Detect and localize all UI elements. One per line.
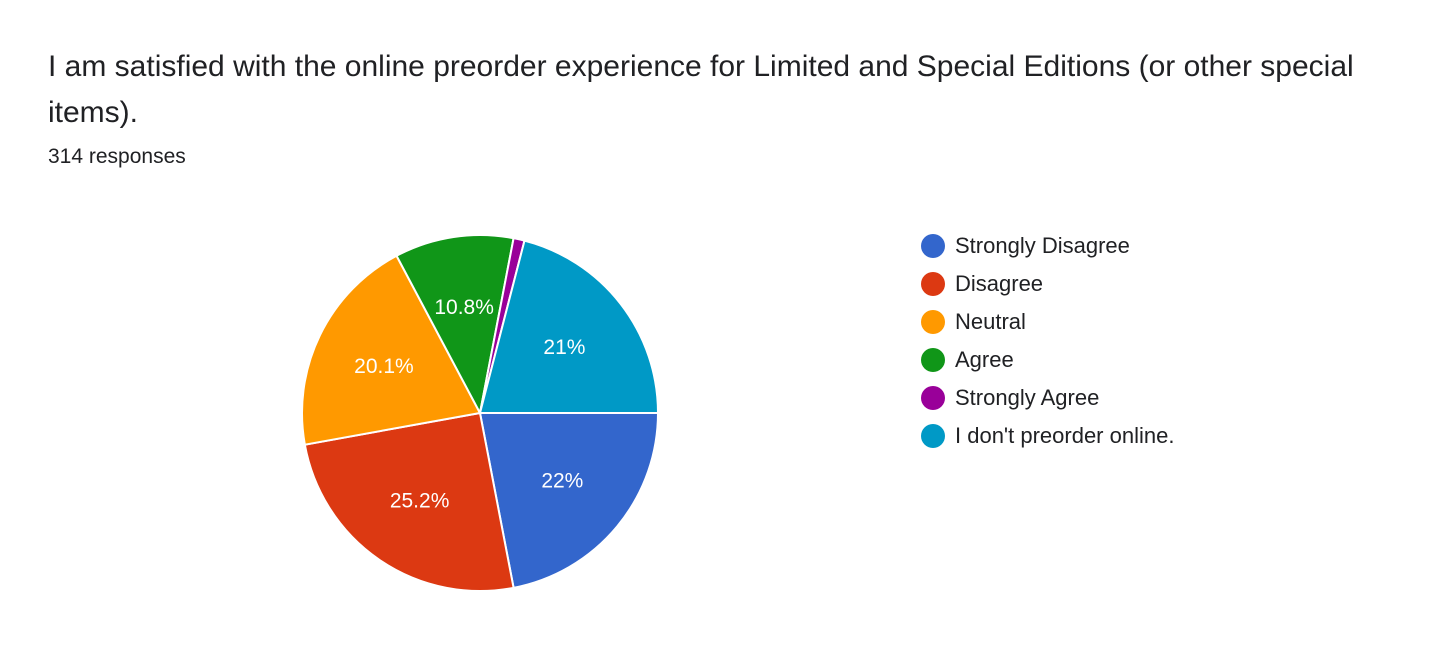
legend-label: Agree xyxy=(955,347,1014,372)
slice-label: 25.2% xyxy=(390,490,450,513)
slice-label: 10.8% xyxy=(434,296,494,319)
legend-marker xyxy=(921,386,945,410)
pie-slice xyxy=(301,254,482,446)
legend-marker xyxy=(921,310,945,334)
chart-title: I am satisfied with the online preorder … xyxy=(48,50,1354,129)
legend-label: Strongly Disagree xyxy=(955,233,1130,258)
chart-subtitle: 314 responses xyxy=(48,145,186,168)
pie-slice xyxy=(478,412,660,589)
pie-slice xyxy=(478,239,660,414)
legend-label: Neutral xyxy=(955,309,1026,334)
legend-marker xyxy=(921,272,945,296)
legend-label: Strongly Agree xyxy=(955,385,1099,410)
legend-marker xyxy=(921,348,945,372)
pie-slice xyxy=(303,411,515,592)
pie-slice xyxy=(395,234,515,416)
legend-marker xyxy=(921,234,945,258)
legend-label: I don't preorder online. xyxy=(955,423,1174,448)
slice-label: 20.1% xyxy=(354,355,414,378)
slice-label: 21% xyxy=(543,336,585,359)
legend-marker xyxy=(921,424,945,448)
legend-label: Disagree xyxy=(955,271,1043,296)
slice-label: 22% xyxy=(541,470,583,493)
